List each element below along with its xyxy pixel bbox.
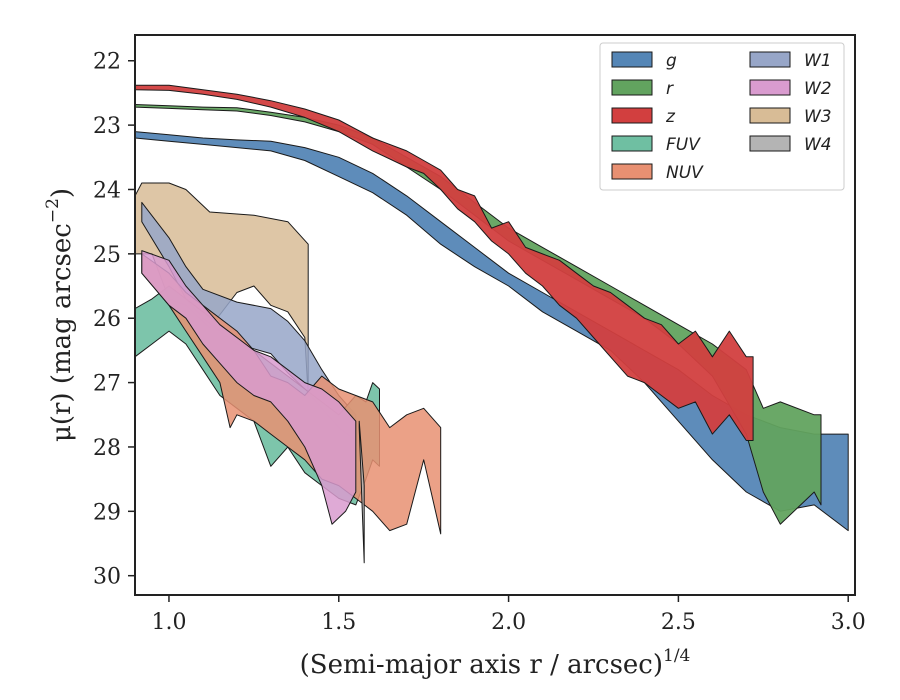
legend-swatch (611, 51, 653, 68)
y-tick-label: 27 (93, 372, 121, 397)
x-tick-label: 2.0 (491, 610, 526, 635)
legend-swatch (611, 163, 653, 180)
y-tick-label: 26 (93, 307, 121, 332)
legend-label: z (665, 107, 676, 127)
y-tick-label: 30 (93, 565, 121, 590)
x-tick-label: 1.5 (321, 610, 356, 635)
x-tick-label: 1.0 (151, 610, 186, 635)
legend-item-w2: W2 (749, 79, 832, 99)
y-axis-ticks: 22 23 24 25 26 27 28 29 30 (93, 50, 135, 590)
y-axis-label: μ(r) (mag arcsec−2) (43, 188, 77, 442)
legend-label: r (666, 79, 674, 99)
legend-label: W2 (804, 79, 832, 99)
legend-label: W1 (804, 51, 832, 71)
x-axis-label-main: (Semi-major axis r / arcsec) (300, 650, 663, 680)
y-axis-label-main: μ(r) (mag arcsec (47, 223, 77, 442)
legend-swatch (611, 79, 653, 96)
y-axis-label-close: ) (47, 188, 77, 198)
y-tick-label: 28 (93, 436, 121, 461)
legend-swatch (749, 135, 791, 152)
x-axis-ticks: 1.0 1.5 2.0 2.5 3.0 (151, 595, 866, 635)
legend-label: g (666, 51, 677, 71)
x-tick-label: 3.0 (831, 610, 866, 635)
legend-swatch (749, 107, 791, 124)
legend-item-nuv: NUV (611, 163, 704, 183)
legend-item-r: r (611, 79, 674, 99)
y-tick-label: 29 (93, 500, 121, 525)
y-axis-label-superscript: −2 (43, 198, 63, 223)
legend-swatch (611, 135, 653, 152)
legend: grz FUV NUV W1 W2 W3 W4 (599, 42, 845, 191)
y-tick-label: 22 (93, 50, 121, 75)
legend-item-z: z (611, 107, 676, 127)
profile-bands (135, 84, 849, 564)
legend-swatch (749, 51, 791, 68)
legend-item-g: g (611, 51, 677, 71)
band-z (135, 84, 754, 441)
y-tick-label: 25 (93, 243, 121, 268)
x-axis-label: (Semi-major axis r / arcsec)1/4 (300, 646, 691, 680)
legend-swatch (749, 79, 791, 96)
x-tick-label: 2.5 (661, 610, 696, 635)
legend-item-w4: W4 (749, 135, 832, 155)
legend-label: W3 (804, 107, 832, 127)
legend-label: FUV (666, 135, 701, 155)
legend-item-w3: W3 (749, 107, 832, 127)
legend-label: NUV (666, 163, 704, 183)
legend-item-w1: W1 (749, 51, 832, 71)
y-tick-label: 24 (93, 178, 121, 203)
y-tick-label: 23 (93, 114, 121, 139)
legend-label: W4 (804, 135, 832, 155)
band-w2 (141, 250, 357, 525)
band-w4 (358, 420, 365, 564)
legend-item-fuv: FUV (611, 135, 701, 155)
x-axis-label-superscript: 1/4 (663, 646, 690, 666)
legend-swatch (611, 107, 653, 124)
plot-frame (134, 34, 856, 596)
